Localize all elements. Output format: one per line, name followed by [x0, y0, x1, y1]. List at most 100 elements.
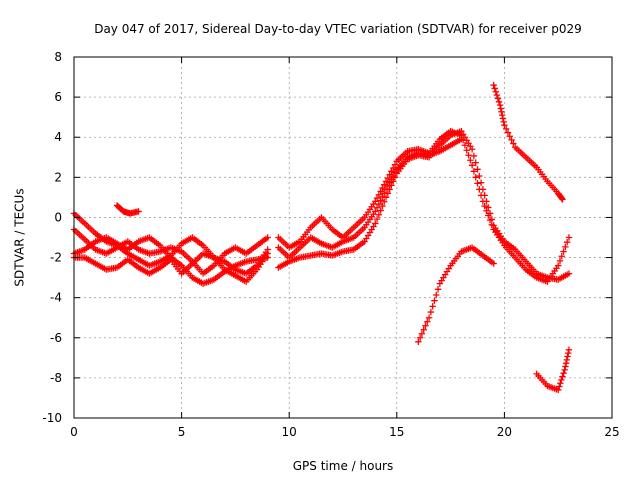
data-point — [494, 95, 502, 102]
data-point — [420, 326, 427, 333]
data-point — [493, 91, 501, 99]
data-point — [372, 198, 379, 205]
data-point — [390, 164, 397, 172]
data-point — [384, 174, 392, 182]
data-point — [264, 246, 271, 253]
data-point — [377, 207, 384, 214]
data-point — [472, 174, 479, 181]
data-point — [375, 191, 383, 198]
data-point — [425, 314, 433, 321]
data-point — [468, 162, 476, 169]
data-point — [375, 211, 383, 218]
data-point — [476, 186, 483, 193]
data-point — [391, 174, 399, 181]
data-point — [375, 200, 383, 208]
data-point — [379, 184, 386, 192]
data-point — [458, 132, 465, 139]
data-point — [390, 178, 397, 185]
data-point — [496, 101, 504, 109]
data-point — [556, 257, 564, 265]
y-tick-label: 2 — [54, 170, 62, 184]
data-point — [565, 349, 572, 357]
data-point — [459, 137, 467, 144]
data-point — [431, 297, 438, 304]
y-tick-label: 6 — [54, 90, 62, 104]
series-track-2 — [70, 234, 271, 287]
x-tick-label: 20 — [497, 425, 512, 439]
data-point — [563, 356, 571, 364]
data-point — [429, 303, 436, 310]
data-point — [495, 98, 503, 105]
data-point — [474, 180, 481, 187]
data-point — [373, 194, 381, 202]
data-point — [555, 262, 562, 269]
data-point — [373, 204, 381, 211]
y-tick-label: -6 — [50, 331, 62, 345]
data-point — [474, 166, 481, 173]
y-tick-label: -8 — [50, 371, 62, 385]
data-point — [416, 334, 424, 341]
series-track-11 — [533, 346, 573, 394]
data-point — [559, 196, 566, 203]
data-point — [490, 81, 497, 89]
data-point — [508, 136, 515, 144]
data-point — [372, 220, 379, 227]
x-tick-label: 25 — [604, 425, 619, 439]
data-marks — [70, 81, 573, 394]
x-tick-label: 10 — [282, 425, 297, 439]
data-point — [418, 330, 426, 337]
data-point — [470, 168, 478, 175]
data-point — [422, 322, 429, 329]
data-point — [486, 216, 494, 224]
data-point — [492, 88, 499, 95]
x-axis-label: GPS time / hours — [293, 459, 394, 473]
data-point — [135, 208, 142, 215]
y-tick-label: -10 — [42, 411, 62, 425]
data-point — [372, 208, 379, 215]
data-point — [386, 186, 393, 193]
data-point — [562, 363, 569, 370]
data-point — [499, 115, 507, 122]
chart-title: Day 047 of 2017, Sidereal Day-to-day VTE… — [94, 22, 582, 36]
data-point — [433, 291, 440, 299]
data-point — [481, 202, 488, 210]
data-point — [381, 181, 388, 188]
data-point — [477, 179, 485, 186]
data-point — [558, 376, 565, 384]
data-point — [415, 338, 422, 345]
data-point — [467, 157, 474, 164]
y-tick-label: -2 — [50, 251, 62, 265]
data-point — [427, 308, 435, 316]
x-tick-label: 0 — [70, 425, 78, 439]
data-point — [461, 142, 469, 149]
data-point — [558, 253, 565, 260]
series-track-4 — [113, 202, 142, 217]
data-point — [388, 182, 395, 189]
data-point — [558, 195, 565, 202]
grid — [74, 57, 612, 418]
series-track-7 — [275, 128, 573, 283]
data-point — [490, 260, 497, 267]
data-point — [491, 85, 498, 92]
data-point — [510, 140, 517, 147]
data-point — [384, 182, 392, 190]
data-point — [498, 108, 505, 116]
data-point — [500, 118, 507, 126]
data-point — [472, 159, 479, 166]
data-point — [564, 353, 571, 360]
series-track-10 — [490, 81, 566, 203]
data-point — [381, 198, 388, 205]
data-point — [560, 370, 567, 377]
data-point — [501, 121, 508, 129]
data-point — [559, 373, 566, 380]
data-point — [391, 161, 399, 168]
x-tick-label: 5 — [178, 425, 186, 439]
data-point — [384, 190, 392, 197]
data-point — [379, 193, 386, 200]
data-point — [379, 202, 386, 210]
data-point — [434, 286, 442, 293]
y-tick-label: 4 — [54, 130, 62, 144]
data-point — [488, 221, 496, 228]
data-point — [424, 318, 431, 325]
